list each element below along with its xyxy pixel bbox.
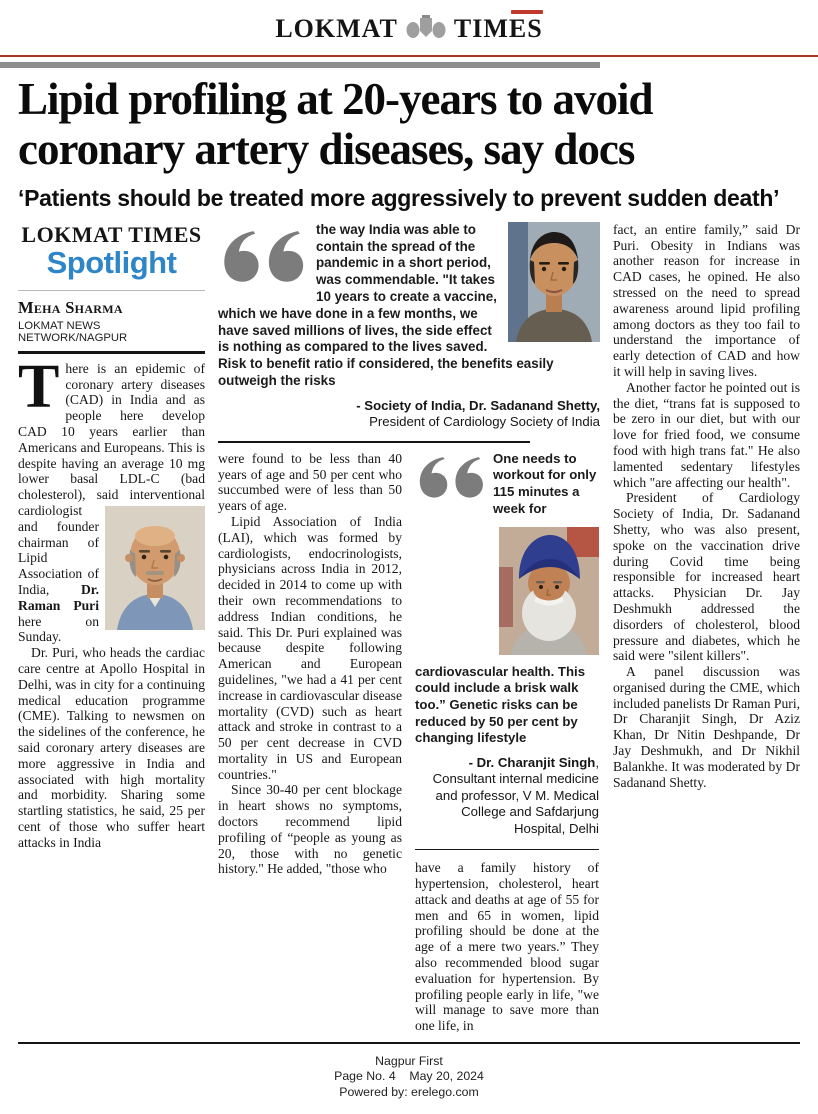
column-1: LOKMAT TIMES Spotlight Meha Sharma LOKMA… xyxy=(18,222,205,851)
masthead-crest-icon xyxy=(405,14,447,44)
page-footer: Nagpur First Page No. 4 May 20, 2024 Pow… xyxy=(0,1044,818,1114)
article-paragraph: were found to be less than 40 years of a… xyxy=(218,450,402,514)
masthead-word-times: TIMES xyxy=(453,14,543,43)
column-3-divider-rule xyxy=(415,849,599,851)
column-2: were found to be less than 40 years of a… xyxy=(218,451,402,878)
photo-dr-raman-puri xyxy=(105,505,205,634)
footer-page-date: Page No. 4 May 20, 2024 xyxy=(334,1069,484,1084)
drop-cap: T xyxy=(18,352,60,421)
article-paragraph: Since 30-40 per cent blockage in heart s… xyxy=(218,782,402,877)
quote-mark-icon xyxy=(218,226,306,291)
spotlight-label: Spotlight xyxy=(46,244,177,280)
byline-rule xyxy=(18,350,205,354)
spotlight-brand: LOKMAT TIMES xyxy=(21,221,202,247)
article-paragraph: fact, an entire family,” said Dr Puri. O… xyxy=(613,221,800,379)
top-red-rule xyxy=(0,55,818,57)
attribution-title: , Consultant internal medicine and profe… xyxy=(432,754,599,836)
pull-quote-attribution: - Dr. Charanjit Singh, Consultant intern… xyxy=(415,747,599,838)
byline-network: LOKMAT NEWS NETWORK/NAGPUR xyxy=(18,319,128,344)
masthead-word-lokmat: LOKMAT xyxy=(275,14,398,43)
column-4: fact, an entire family,” said Dr Puri. O… xyxy=(613,222,800,791)
photo-dr-charanjit-singh xyxy=(499,527,599,660)
photo-dr-sadanand-shetty xyxy=(508,221,600,347)
spotlight-block: LOKMAT TIMES Spotlight xyxy=(18,222,205,281)
pull-quote-attribution: - Society of India, Dr. Sadanand Shetty,… xyxy=(218,390,600,431)
attribution-name: - Society of India, Dr. Sadanand Shetty, xyxy=(356,397,600,413)
pull-quote-singh: One needs to workout for only 115 minute… xyxy=(415,451,599,837)
paragraph-text: interventional cardiologist and founder … xyxy=(18,487,205,597)
article-subheadline: ‘Patients should be treated more aggress… xyxy=(18,184,780,211)
gray-divider-bar xyxy=(0,62,600,68)
spotlight-separator xyxy=(18,289,205,291)
paragraph-text: here on Sunday. xyxy=(18,613,99,645)
article-paragraph: Lipid Association of India (LAI), which … xyxy=(218,513,402,782)
masthead: LOKMAT TIMES xyxy=(0,0,818,46)
article-paragraph: A panel discussion was organised during … xyxy=(613,664,800,790)
pull-quote-text: the way India was able to contain the sp… xyxy=(218,221,554,388)
quote-bottom-rule xyxy=(218,440,530,443)
pull-quote-head: One needs to workout for only 115 minute… xyxy=(493,450,597,516)
paragraph-bold-name: Dr. Raman Puri xyxy=(18,581,99,613)
column-3: One needs to workout for only 115 minute… xyxy=(415,451,599,1034)
pull-quote-text: cardiovascular health. This could includ… xyxy=(415,663,586,746)
attribution-title: President of Cardiology Society of India xyxy=(369,414,600,430)
masthead-times-wrap: TIMES xyxy=(453,10,543,44)
paragraph-text: here is an epidemic of coronary artery d… xyxy=(18,360,205,503)
masthead-red-tagline-mark xyxy=(510,10,543,14)
footer-powered-by: Powered by: erelego.com xyxy=(339,1084,479,1099)
article-headline: Lipid profiling at 20-years to avoid cor… xyxy=(18,74,653,175)
attribution-name: - Dr. Charanjit Singh xyxy=(468,754,596,770)
quote-mark-icon xyxy=(415,453,485,517)
footer-edition: Nagpur First xyxy=(375,1053,443,1068)
article-body: LOKMAT TIMES Spotlight Meha Sharma LOKMA… xyxy=(18,221,800,1044)
article-paragraph: Dr. Puri, who heads the cardiac care cen… xyxy=(18,645,205,850)
byline-author: Meha Sharma xyxy=(18,297,123,317)
article-paragraph: Another factor he pointed out is the die… xyxy=(613,379,800,490)
columns-2-3: the way India was able to contain the sp… xyxy=(218,221,600,1034)
article-paragraph: President of Cardiology Society of India… xyxy=(613,490,800,664)
pull-quote-shetty: the way India was able to contain the sp… xyxy=(218,221,600,443)
article-paragraph: have a family history of hypertension, c… xyxy=(415,860,599,1034)
